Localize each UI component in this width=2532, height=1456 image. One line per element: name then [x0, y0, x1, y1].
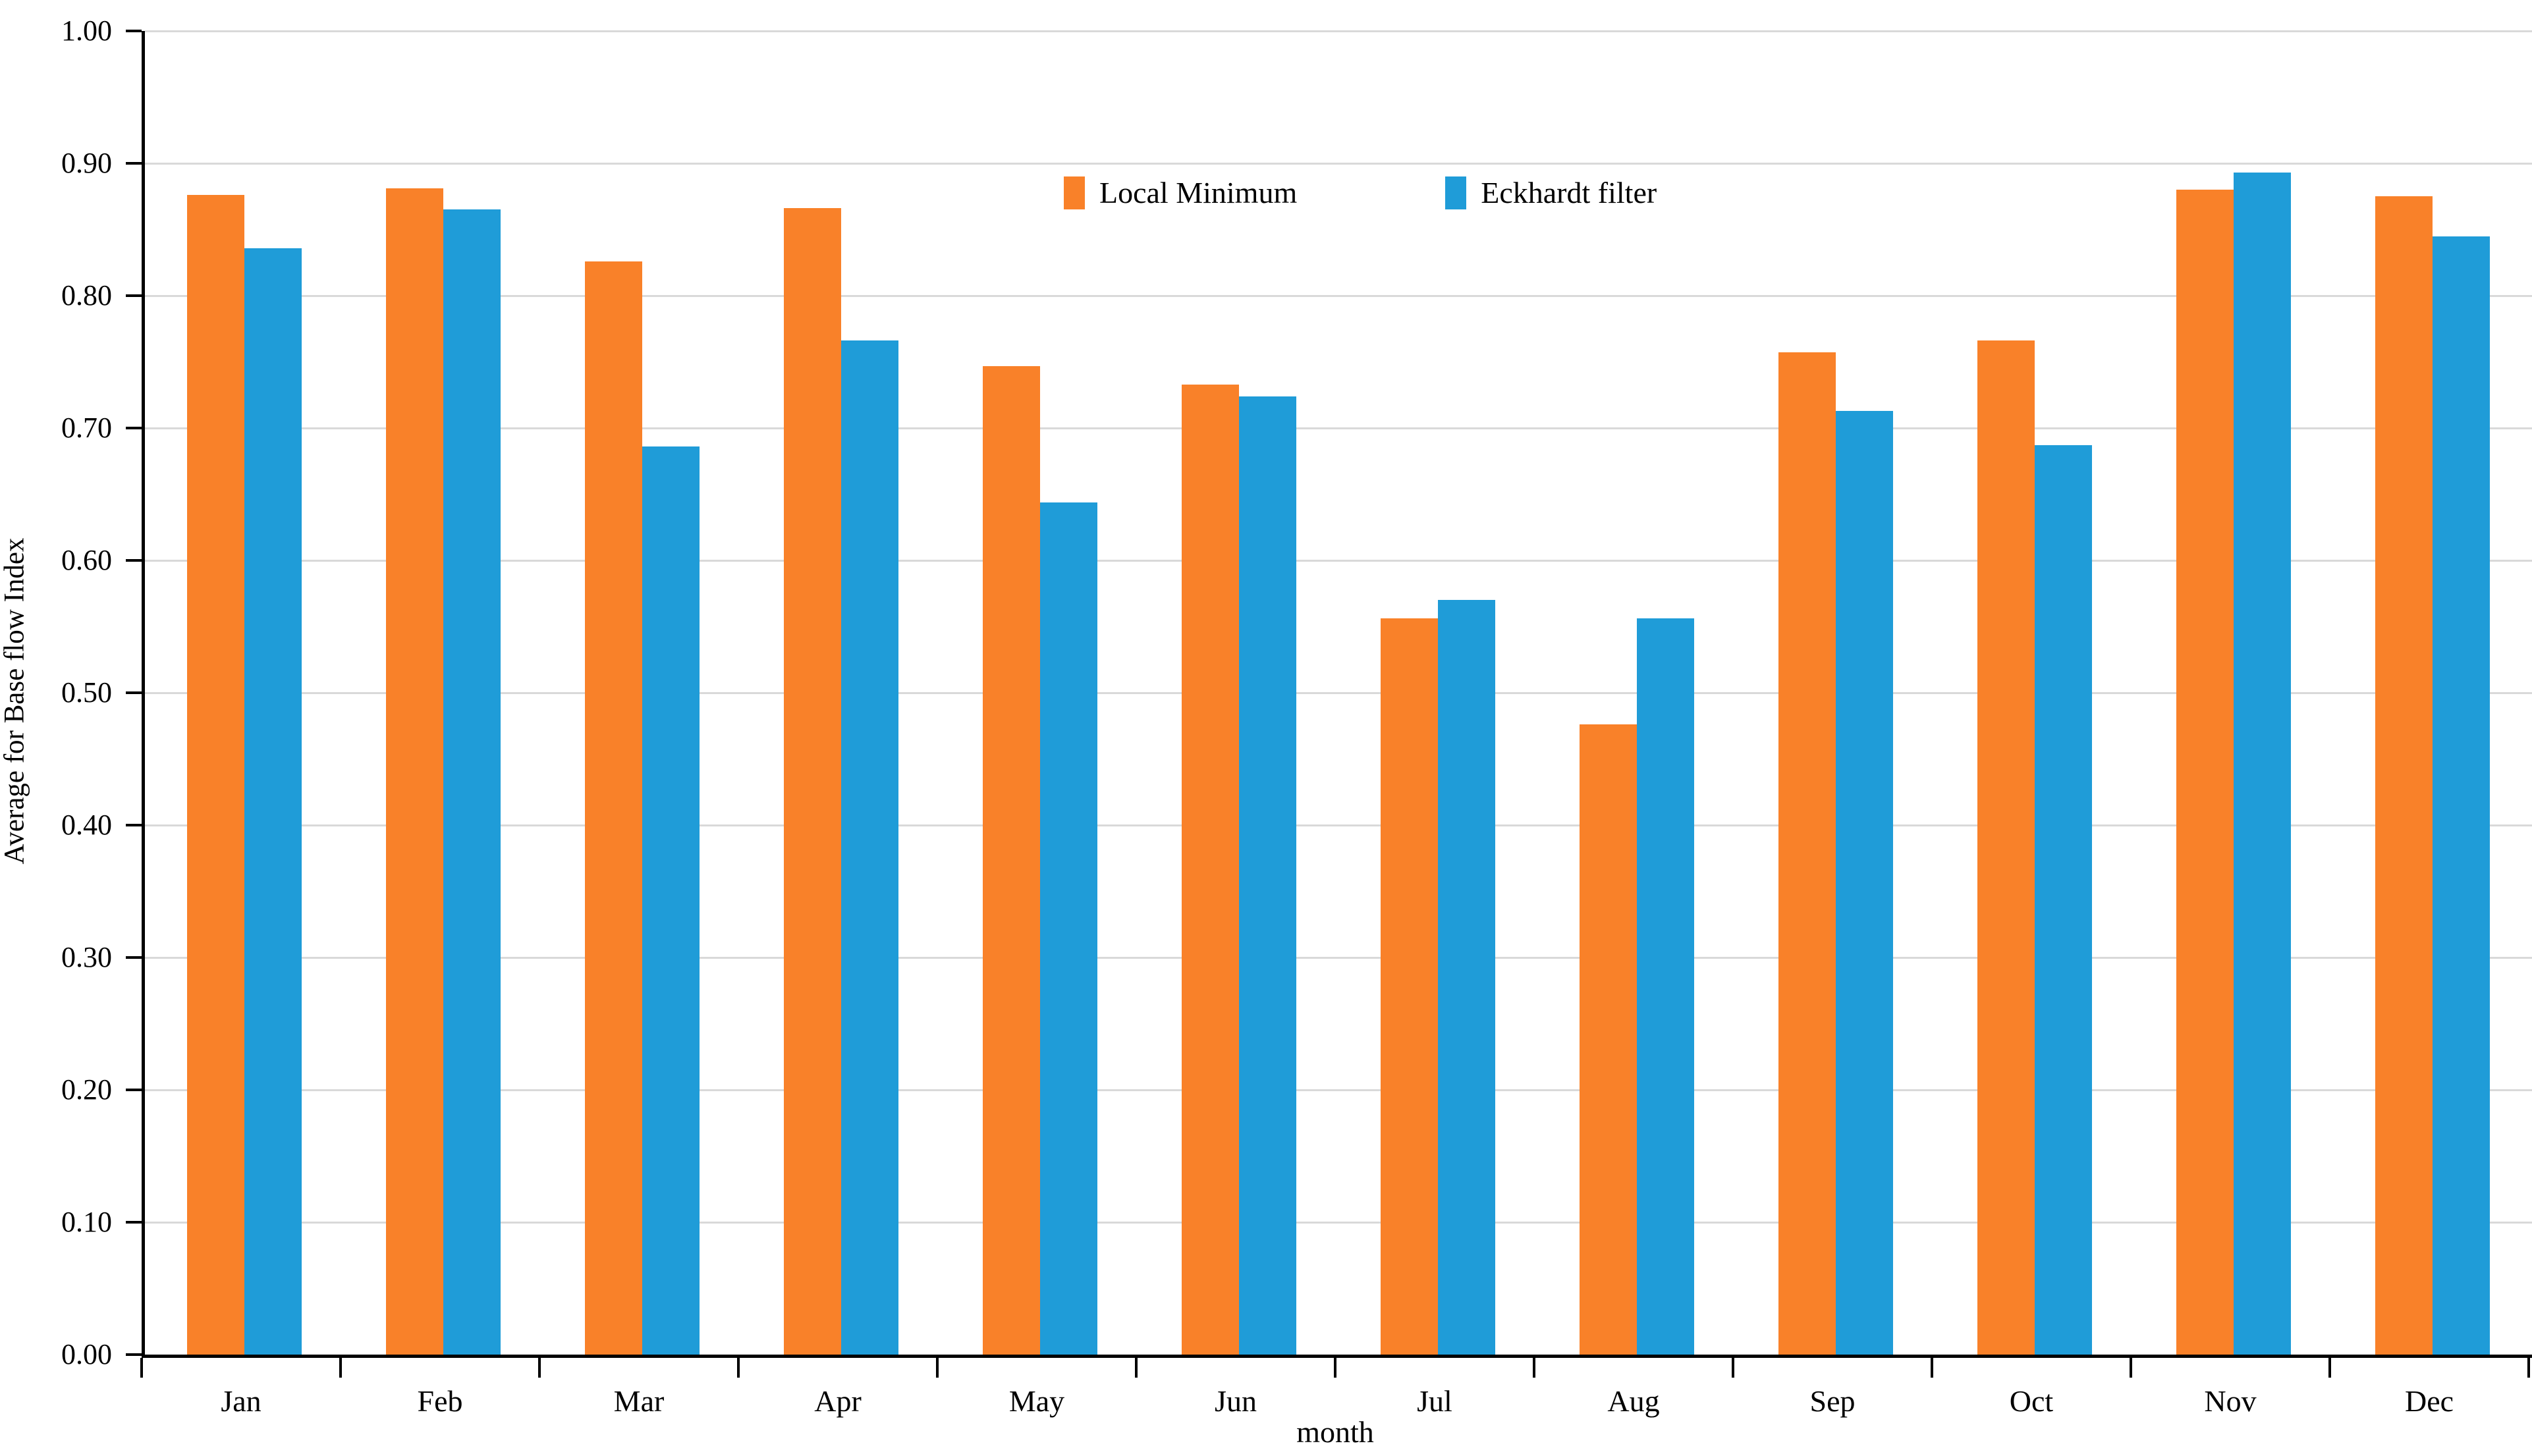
x-axis-tick	[1732, 1358, 1734, 1378]
legend-item-eckhardt-filter: Eckhardt filter	[1445, 176, 1657, 209]
x-tick-label-jan: Jan	[221, 1384, 261, 1418]
bar-nov-local-minimum	[2176, 190, 2234, 1355]
bar-dec-eckhardt-filter	[2433, 236, 2490, 1355]
y-tick-label: 0.90	[61, 147, 112, 179]
x-axis-tick	[140, 1358, 143, 1378]
x-tick-label-may: May	[1008, 1384, 1065, 1418]
y-tick-label: 1.00	[61, 14, 112, 47]
legend: Local Minimum Eckhardt filter	[1064, 176, 1657, 209]
x-tick-label-aug: Aug	[1607, 1384, 1660, 1418]
gridline	[145, 1089, 2532, 1091]
x-axis-tick	[1931, 1358, 1933, 1378]
bar-sep-local-minimum	[1778, 352, 1836, 1355]
bar-oct-local-minimum	[1977, 340, 2035, 1355]
y-axis-tick	[126, 956, 142, 959]
y-tick-label: 0.50	[61, 676, 112, 709]
gridline	[145, 559, 2532, 562]
y-axis-tick	[126, 824, 142, 826]
bar-jun-local-minimum	[1182, 384, 1239, 1355]
x-tick-label-mar: Mar	[613, 1384, 665, 1418]
gridline	[145, 162, 2532, 165]
bar-dec-local-minimum	[2375, 196, 2433, 1355]
legend-item-local-minimum: Local Minimum	[1064, 176, 1297, 209]
legend-swatch-local-minimum	[1064, 176, 1085, 209]
gridline	[145, 30, 2532, 32]
y-axis-tick	[126, 427, 142, 429]
y-axis-tick	[126, 294, 142, 297]
x-axis-title: month	[1296, 1415, 1374, 1449]
x-axis-tick	[538, 1358, 541, 1378]
x-tick-label-dec: Dec	[2404, 1384, 2454, 1418]
bar-jan-local-minimum	[187, 195, 244, 1355]
bar-jul-local-minimum	[1381, 618, 1438, 1355]
y-axis-tick	[126, 559, 142, 562]
y-tick-label: 0.10	[61, 1206, 112, 1238]
x-tick-label-apr: Apr	[814, 1384, 862, 1418]
y-tick-label: 0.30	[61, 941, 112, 973]
gridline	[145, 294, 2532, 297]
y-axis-tick	[126, 1221, 142, 1224]
y-axis-tick	[126, 691, 142, 694]
bar-aug-local-minimum	[1580, 724, 1637, 1355]
y-tick-label: 0.00	[61, 1338, 112, 1370]
gridline	[145, 427, 2532, 429]
x-axis-tick	[737, 1358, 740, 1378]
bar-may-local-minimum	[983, 365, 1040, 1355]
x-axis-tick	[2130, 1358, 2132, 1378]
bar-jan-eckhardt-filter	[244, 248, 302, 1355]
gridline	[145, 691, 2532, 694]
x-tick-label-oct: Oct	[2009, 1384, 2054, 1418]
x-axis-tick	[2328, 1358, 2331, 1378]
bar-apr-local-minimum	[784, 208, 841, 1355]
bar-mar-eckhardt-filter	[642, 446, 700, 1355]
y-axis-tick	[126, 162, 142, 165]
y-axis-tick	[126, 1089, 142, 1091]
bar-feb-eckhardt-filter	[443, 209, 501, 1355]
y-tick-label: 0.70	[61, 412, 112, 444]
y-tick-label: 0.60	[61, 544, 112, 576]
bar-nov-eckhardt-filter	[2234, 173, 2291, 1355]
x-axis-tick	[1135, 1358, 1138, 1378]
bar-oct-eckhardt-filter	[2035, 445, 2092, 1355]
x-axis-tick	[1334, 1358, 1336, 1378]
bar-jul-eckhardt-filter	[1438, 600, 1495, 1355]
x-tick-label-feb: Feb	[417, 1384, 463, 1418]
gridline	[145, 956, 2532, 959]
x-axis-tick	[339, 1358, 342, 1378]
x-tick-label-jul: Jul	[1417, 1384, 1452, 1418]
x-tick-label-sep: Sep	[1809, 1384, 1856, 1418]
gridline	[145, 1221, 2532, 1224]
y-axis-tick	[126, 1353, 142, 1356]
legend-label-local-minimum: Local Minimum	[1099, 176, 1298, 209]
gridline	[145, 824, 2532, 826]
x-axis-tick	[1533, 1358, 1535, 1378]
bar-mar-local-minimum	[585, 261, 642, 1355]
bar-sep-eckhardt-filter	[1836, 410, 1893, 1355]
y-tick-label: 0.40	[61, 809, 112, 841]
bar-jun-eckhardt-filter	[1239, 396, 1296, 1355]
x-tick-label-nov: Nov	[2204, 1384, 2257, 1418]
bar-apr-eckhardt-filter	[841, 340, 898, 1355]
y-tick-label: 0.20	[61, 1073, 112, 1106]
y-axis-tick	[126, 30, 142, 32]
x-axis-tick	[2527, 1358, 2530, 1378]
y-tick-label: 0.80	[61, 279, 112, 311]
bar-may-eckhardt-filter	[1040, 502, 1097, 1355]
x-tick-label-jun: Jun	[1215, 1384, 1257, 1418]
legend-swatch-eckhardt-filter	[1445, 176, 1467, 209]
bar-aug-eckhardt-filter	[1637, 618, 1694, 1355]
plot-area	[142, 30, 2532, 1358]
x-axis-tick	[936, 1358, 939, 1378]
bar-feb-local-minimum	[386, 188, 443, 1355]
legend-label-eckhardt-filter: Eckhardt filter	[1481, 176, 1657, 209]
